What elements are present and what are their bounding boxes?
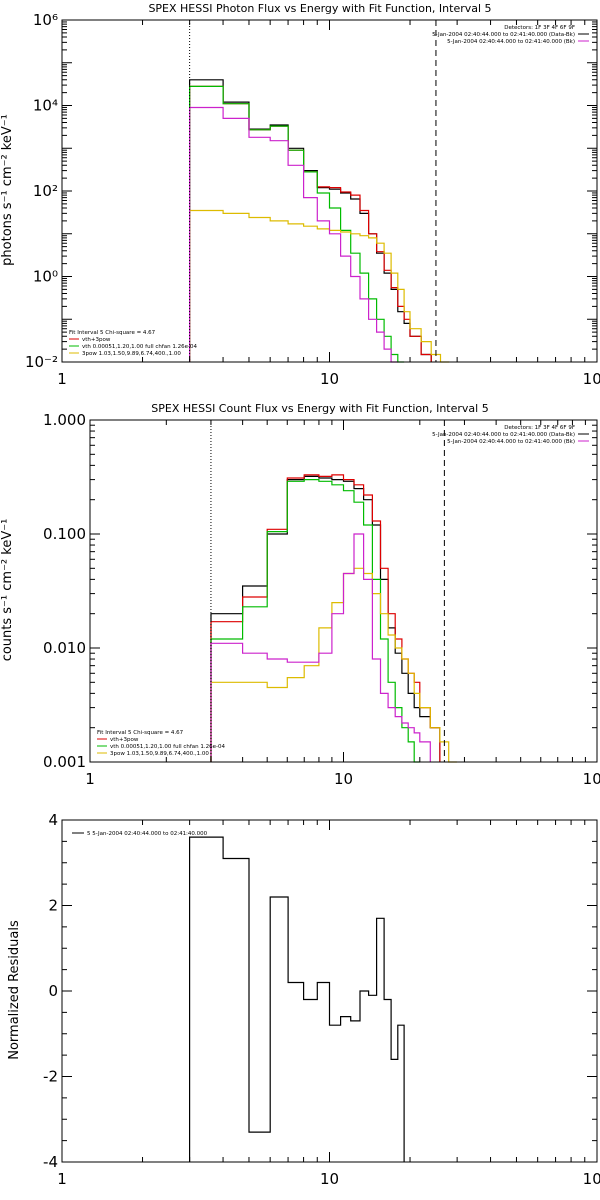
photon-chart-title: SPEX HESSI Photon Flux vs Energy with Fi… — [148, 2, 491, 15]
x-tick-label: 10 — [320, 370, 339, 388]
fit-summary: Fit Interval 5 Chi-square = 4.67 — [69, 330, 156, 336]
x-tick-label: 100 — [583, 370, 600, 388]
header-line: 5-Jan-2004 02:40:44.000 to 02:41:40.000 … — [447, 39, 575, 45]
fit-component: 3pow 1.03,1.50,9.89,6.74,400.,1.00 — [110, 751, 209, 757]
photon-flux-panel: SPEX HESSI Photon Flux vs Energy with Fi… — [0, 2, 600, 388]
fit-component: vth 0.00051,1.20,1.00 full chfan 1.26e-0… — [110, 744, 226, 750]
y-tick-label: 10⁻² — [25, 353, 58, 371]
y-tick-label: 0 — [48, 982, 58, 1000]
y-tick-label: 10⁴ — [33, 97, 58, 115]
y-tick-label: 10⁰ — [33, 268, 58, 286]
series-bk — [189, 106, 398, 363]
y-tick-label: 0.001 — [43, 753, 86, 771]
count-chart-title: SPEX HESSI Count Flux vs Energy with Fit… — [151, 402, 488, 415]
header-line: 5-Jan-2004 02:40:44.000 to 02:41:40.000 … — [447, 439, 575, 445]
header-line: Detectors: 1F 3F 4F 6F 9F — [504, 425, 575, 431]
y-tick-label: -4 — [43, 1153, 58, 1171]
fit-component: vth+3pow — [110, 737, 139, 743]
residuals-legend-text: 5 5-Jan-2004 02:40:44.000 to 02:41:40.00… — [87, 831, 208, 837]
y-tick-label: 0.010 — [43, 639, 86, 657]
series-3pow — [189, 209, 450, 363]
fit-component: vth 0.00051,1.20,1.00 full chfan 1.26e-0… — [82, 344, 198, 350]
residuals-y-axis-label: Normalized Residuals — [7, 920, 22, 1060]
y-tick-label: 4 — [48, 811, 58, 829]
header-line: 5-Jan-2004 02:40:44.000 to 02:41:40.000 … — [432, 432, 575, 438]
x-tick-label: 10 — [320, 1170, 339, 1188]
fit-component: vth+3pow — [82, 337, 111, 343]
y-tick-label: 0.100 — [43, 525, 86, 543]
x-tick-label: 1 — [85, 770, 95, 788]
fit-summary: Fit Interval 5 Chi-square = 4.67 — [97, 730, 184, 736]
x-tick-label: 100 — [583, 1170, 600, 1188]
header-line: 5-Jan-2004 02:40:44.000 to 02:41:40.000 … — [432, 32, 575, 38]
header-line: Detectors: 1F 3F 4F 6F 9F — [504, 25, 575, 31]
series-vth — [210, 479, 420, 763]
count-flux-panel: SPEX HESSI Count Flux vs Energy with Fit… — [0, 402, 600, 788]
x-tick-label: 100 — [583, 770, 600, 788]
x-tick-label: 1 — [57, 1170, 67, 1188]
y-tick-label: 10² — [33, 182, 58, 200]
x-tick-label: 10 — [334, 770, 353, 788]
count-y-axis-label: counts s⁻¹ cm⁻² keV⁻¹ — [0, 519, 15, 662]
y-tick-label: 1.000 — [43, 411, 86, 429]
photon-y-axis-label: photons s⁻¹ cm⁻² keV⁻¹ — [0, 114, 15, 266]
fit-component: 3pow 1.03,1.50,9.89,6.74,400.,1.00 — [82, 351, 181, 357]
y-tick-label: -2 — [43, 1068, 58, 1086]
residuals-panel: Normalized Residuals 1 10 100 -4 -2 0 2 4 5 5-J… — [7, 811, 600, 1188]
y-tick-label: 10⁶ — [33, 11, 58, 29]
series-bk — [210, 533, 431, 762]
series-residuals — [189, 836, 405, 1162]
x-tick-label: 1 — [57, 370, 67, 388]
y-tick-label: 2 — [48, 897, 58, 915]
series-vth — [189, 85, 405, 363]
series-3pow — [210, 567, 457, 763]
